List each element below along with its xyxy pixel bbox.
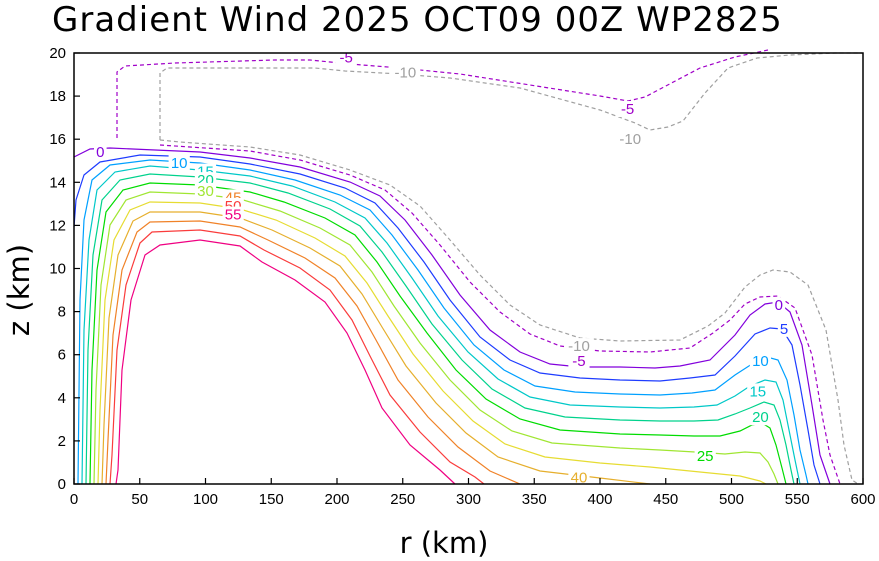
y-axis-ticks: 0 2 4 6 8 10 12 14 16 18 20 [49, 45, 80, 493]
contour-label: 15 [749, 383, 766, 400]
contour-label-bg [194, 182, 217, 199]
contour-label-bg [564, 338, 594, 355]
contour-20 [85, 173, 795, 485]
contour-40 [101, 211, 651, 485]
contour-label: 30 [197, 183, 214, 200]
contour-0 [73, 147, 831, 485]
y-tick-label: 14 [49, 174, 66, 191]
contour-label-bg [390, 64, 421, 81]
contour-label: 20 [752, 409, 769, 426]
contour-label: 5 [780, 321, 788, 338]
x-tick-label: 250 [390, 491, 415, 508]
contour-label-bg [94, 144, 107, 161]
x-tick-label: 0 [70, 491, 78, 508]
contour-label-bg [749, 353, 772, 370]
x-tick-label: 550 [785, 491, 810, 508]
y-tick-label: 20 [49, 45, 66, 62]
contour-label-bg [749, 409, 772, 426]
x-tick-label: 150 [259, 491, 284, 508]
contour-45 [105, 220, 521, 485]
y-tick-label: 8 [58, 304, 66, 321]
x-tick-label: 400 [587, 491, 612, 508]
contour-label-bg [222, 206, 244, 223]
contour-35 [97, 201, 767, 485]
contour-neg10-upper [159, 52, 862, 140]
contour-label: 10 [171, 155, 188, 172]
x-axis-label: r (km) [400, 526, 489, 560]
x-axis-ticks: 0 50 100 150 200 250 300 350 400 450 500 550 600 [70, 478, 876, 508]
contour-label-bg [747, 383, 769, 400]
contour-neg5-lower [159, 144, 841, 485]
x-tick-label: 450 [653, 491, 678, 508]
contour-label: 40 [571, 470, 588, 487]
y-tick-label: 0 [58, 476, 66, 493]
contour-25 [89, 182, 787, 485]
y-tick-label: 4 [58, 390, 66, 407]
x-tick-label: 100 [193, 491, 218, 508]
contour-label-bg [617, 101, 639, 118]
x-tick-label: 50 [131, 491, 148, 508]
contour-label: -5 [340, 49, 353, 66]
contour-label: 0 [775, 297, 783, 314]
contour-5 [73, 154, 821, 485]
contour-label: -10 [619, 131, 641, 148]
contour-label-bg [615, 131, 646, 148]
contour-label: 25 [697, 448, 714, 465]
contour-label-bg [568, 469, 590, 486]
contour-lines [73, 49, 862, 485]
x-tick-label: 600 [850, 491, 875, 508]
contour-neg5-upper [116, 49, 769, 138]
contour-55 [115, 239, 456, 485]
y-tick-label: 2 [58, 433, 66, 450]
contour-50 [109, 229, 485, 485]
y-axis-label: z (km) [2, 244, 36, 336]
plot-frame [73, 52, 864, 485]
x-tick-label: 300 [456, 491, 481, 508]
chart-title: Gradient Wind 2025 OCT09 00Z WP2825 [52, 0, 783, 40]
contour-label-bg [168, 154, 190, 171]
contour-label: 55 [225, 207, 242, 224]
y-tick-label: 18 [49, 88, 66, 105]
contour-label: -5 [572, 353, 585, 370]
contour-label: -5 [621, 101, 634, 118]
contour-neg10-lower [159, 139, 859, 485]
x-tick-label: 200 [324, 491, 349, 508]
y-tick-label: 12 [49, 217, 66, 234]
x-tick-label: 500 [719, 491, 744, 508]
contour-30 [93, 191, 779, 485]
contour-10 [77, 159, 809, 485]
contour-label: 10 [752, 353, 769, 370]
contour-label-bg [694, 447, 716, 464]
contour-label: -10 [568, 338, 590, 355]
y-tick-label: 16 [49, 131, 66, 148]
contour-label-bg [772, 297, 786, 314]
contour-label: 0 [96, 144, 104, 161]
contour-15 [81, 165, 801, 485]
contour-label-bg [568, 353, 590, 370]
y-tick-label: 10 [49, 261, 66, 278]
x-tick-label: 350 [522, 491, 547, 508]
y-tick-label: 6 [58, 347, 66, 364]
contour-label-bg [777, 320, 791, 337]
contour-label: -10 [395, 64, 417, 81]
